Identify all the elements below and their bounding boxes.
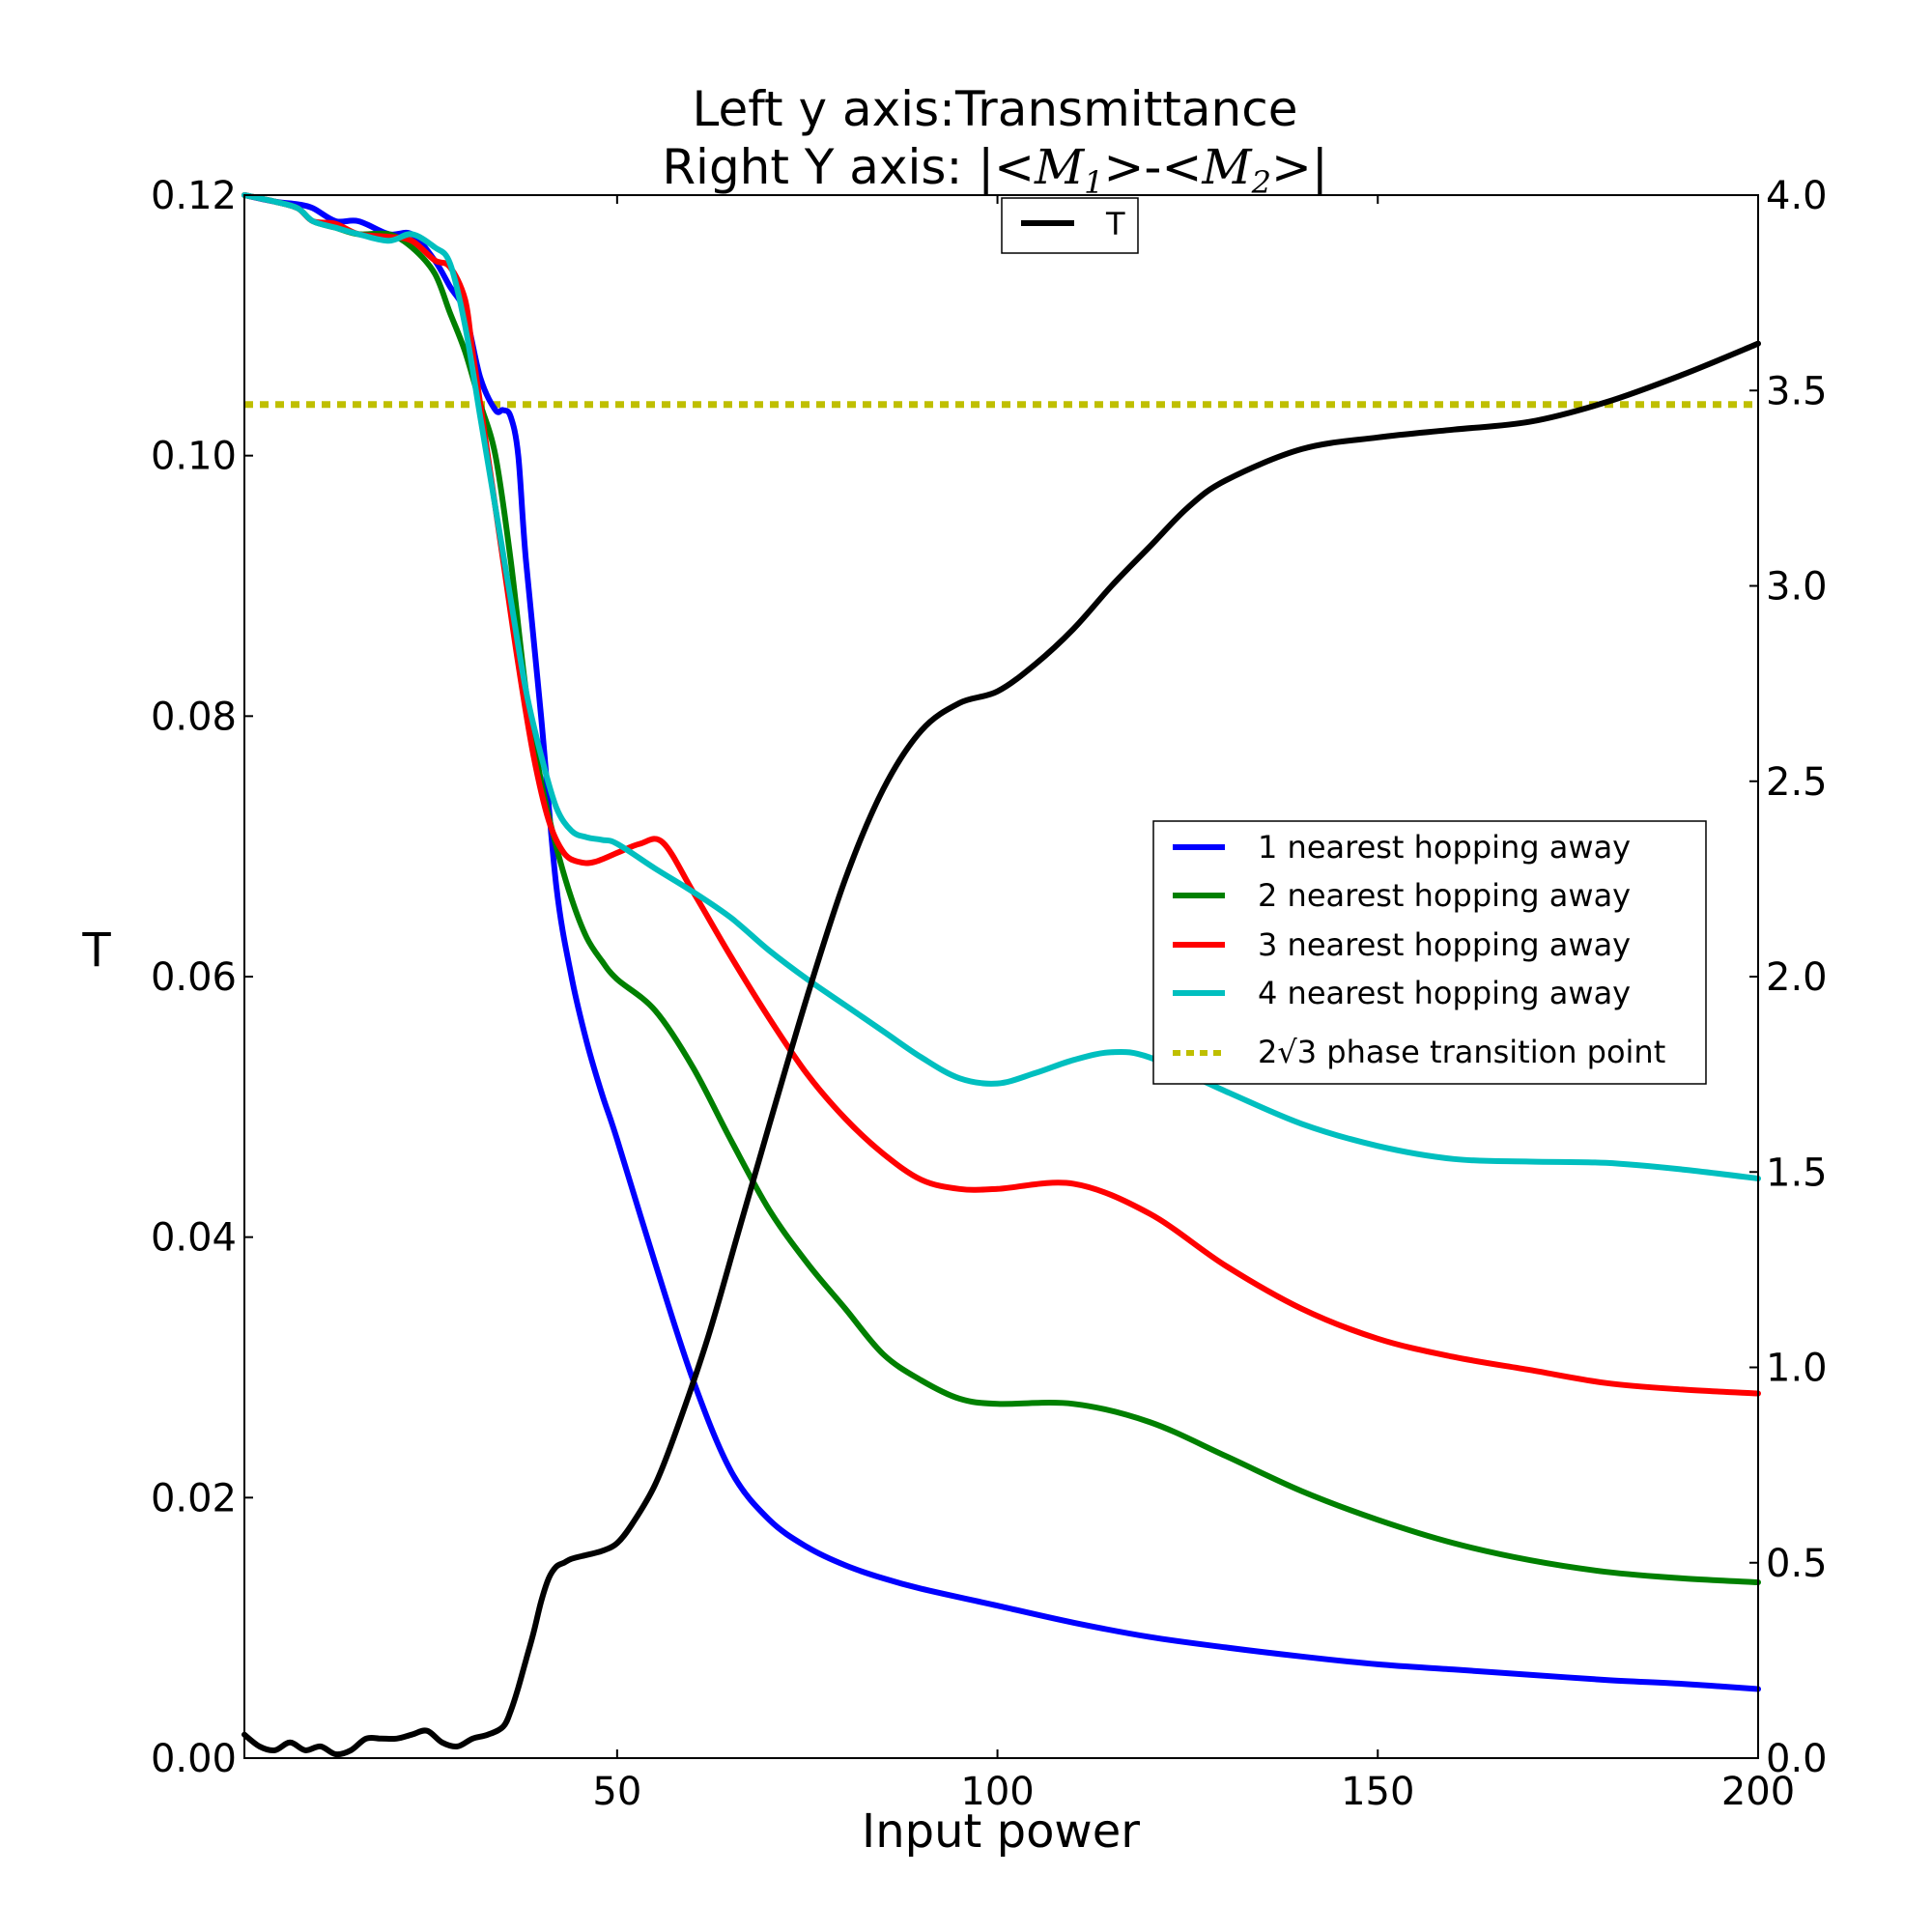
y2-tick-label: 3.0	[1766, 565, 1828, 610]
y-tick-label: 0.02	[151, 1476, 237, 1520]
legend-right-axis: T	[1001, 197, 1139, 254]
series-line-t	[242, 340, 1761, 1758]
y-tick-label: 0.04	[151, 1216, 237, 1261]
y-tick-label: 0.08	[151, 695, 237, 739]
legend-label-1-nearest: 1 nearest hopping away	[1258, 829, 1631, 866]
y-axis-label: T	[81, 923, 111, 978]
legend-left-axis: 1 nearest hopping away 2 nearest hopping…	[1152, 820, 1707, 1085]
legend-label-4-nearest: 4 nearest hopping away	[1258, 975, 1631, 1011]
y-tick-label: 0.12	[151, 174, 237, 218]
ticks-layer: 50 100 150 200 0.00 0.02 0.04 0.06 0.08 0.10 0.12 0…	[151, 174, 1828, 1814]
y2-tick-label: 0.5	[1766, 1542, 1828, 1586]
x-tick-label: 50	[592, 1770, 641, 1814]
series-line-2-nearest-hopping-away	[242, 192, 1761, 1585]
y2-tick-label: 1.5	[1766, 1151, 1828, 1195]
y2-tick-label: 1.0	[1766, 1347, 1828, 1391]
y2-tick-label: 4.0	[1766, 174, 1828, 218]
y2-tick-label: 2.5	[1766, 760, 1828, 805]
y2-tick-label: 2.0	[1766, 955, 1828, 1000]
chart-subtitle: Right Y axis: |<M1>-<M2>|	[662, 139, 1327, 201]
series-line-4-nearest-hopping-away	[242, 192, 1761, 1181]
x-tick-label: 150	[1341, 1770, 1414, 1814]
series-line-1-nearest-hopping-away	[242, 192, 1761, 1692]
series-line-3-nearest-hopping-away	[242, 192, 1761, 1397]
x-axis-label: Input power	[862, 1804, 1140, 1859]
y2-tick-label: 0.0	[1766, 1737, 1828, 1781]
legend-label-3-nearest: 3 nearest hopping away	[1258, 926, 1631, 963]
y-tick-label: 0.06	[151, 955, 237, 1000]
legend-label-phase-transition: 2√3 phase transition point	[1258, 1034, 1665, 1070]
legend-label-t: T	[1105, 206, 1125, 242]
y-tick-label: 0.00	[151, 1737, 237, 1781]
y2-tick-label: 3.5	[1766, 369, 1828, 413]
y-tick-label: 0.10	[151, 435, 237, 479]
legend-label-2-nearest: 2 nearest hopping away	[1258, 877, 1631, 914]
chart-title: Left y axis:Transmittance	[693, 81, 1298, 137]
series-layer	[242, 192, 1761, 1758]
x-tick-label: 100	[960, 1770, 1034, 1814]
x-tick-label: 200	[1721, 1770, 1795, 1814]
legend-left-axis-frame	[1152, 820, 1707, 1085]
